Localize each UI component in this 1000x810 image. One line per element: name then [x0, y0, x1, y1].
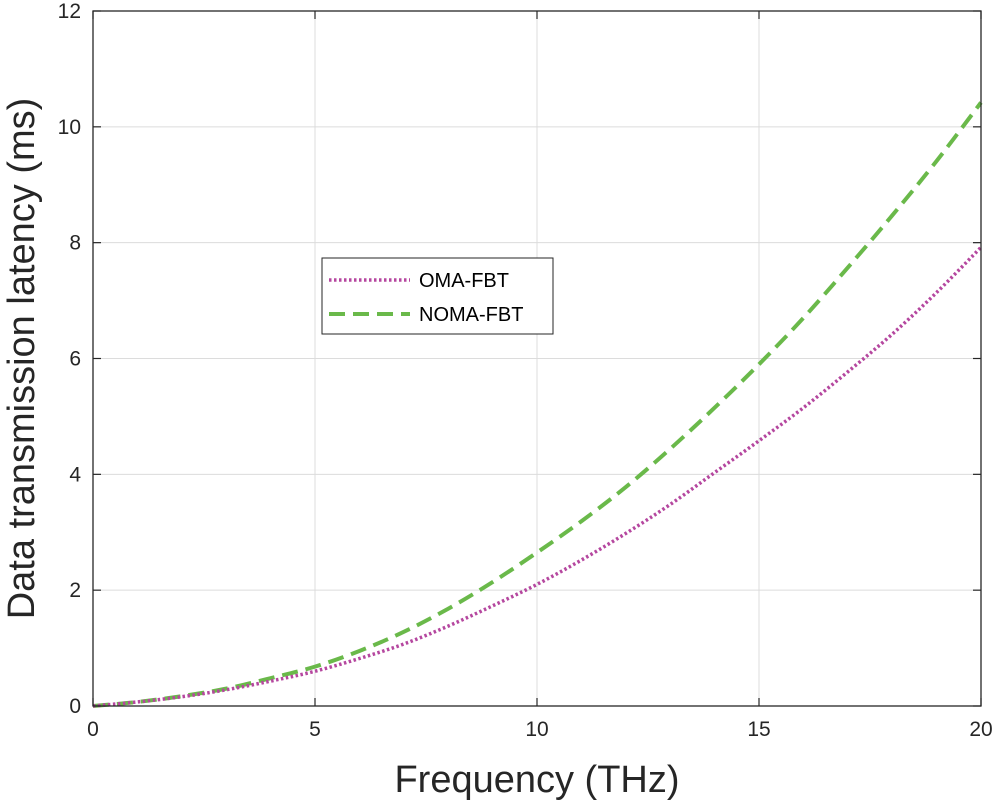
y-tick-label: 8	[69, 232, 81, 255]
x-tick-label: 0	[87, 718, 99, 741]
y-tick-label: 4	[69, 463, 81, 486]
x-tick-label: 10	[525, 718, 548, 741]
grid-lines	[92, 10, 982, 707]
x-axis-title: Frequency (THz)	[394, 759, 679, 801]
y-tick-label: 2	[69, 579, 81, 602]
legend-label-oma-fbt: OMA-FBT	[419, 270, 509, 292]
series-line-oma-fbt	[92, 246, 983, 708]
x-tick-label: 15	[747, 718, 770, 741]
plot-series	[92, 101, 983, 708]
y-tick-label: 10	[58, 116, 81, 139]
x-tick-label: 20	[969, 718, 992, 741]
y-tick-label: 0	[69, 695, 81, 718]
y-tick-label: 6	[69, 348, 81, 371]
legend-box	[321, 257, 554, 335]
legend-label-noma-fbt: NOMA-FBT	[419, 304, 523, 326]
y-tick-label: 12	[58, 0, 81, 23]
axis-ticks: 0 5 10 15 20 0 2 4 6 8 10 12	[58, 0, 993, 741]
x-tick-label: 5	[309, 718, 321, 741]
y-axis-title: Data transmission latency (ms)	[1, 98, 43, 620]
legend: OMA-FBT NOMA-FBT	[321, 257, 554, 335]
